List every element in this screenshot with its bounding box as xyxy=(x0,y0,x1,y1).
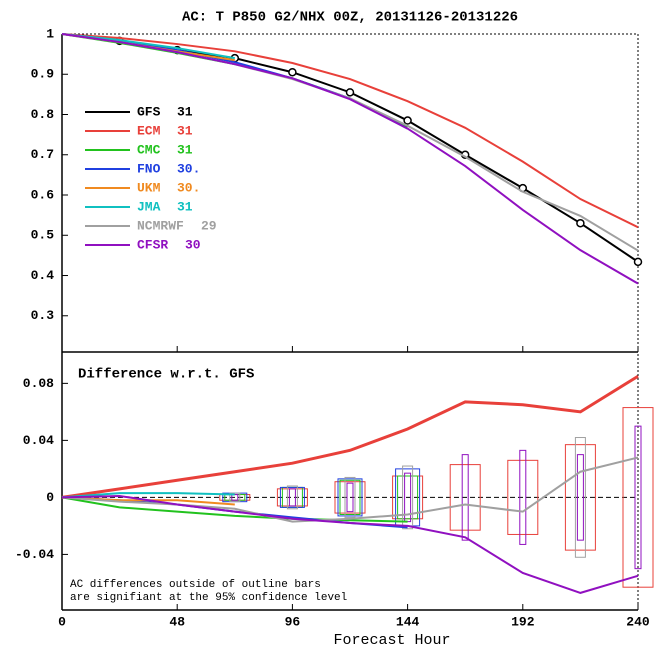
y-tick-label: 1 xyxy=(46,26,54,41)
legend-count: 31 xyxy=(177,123,193,138)
confidence-bar xyxy=(229,492,241,503)
legend-label: CFSR xyxy=(137,237,168,252)
confidence-bar xyxy=(574,437,586,558)
confidence-bar xyxy=(337,478,363,517)
confidence-bar xyxy=(288,488,296,507)
note: AC differences outside of outline bars xyxy=(70,579,321,591)
confidence-bar xyxy=(622,407,654,588)
confidence-bar xyxy=(397,475,419,520)
legend-label: GFS xyxy=(137,104,161,119)
series-line xyxy=(61,496,408,523)
y-tick-label: 0 xyxy=(46,490,54,505)
legend-label: JMA xyxy=(137,199,161,214)
legend-label: ECM xyxy=(137,123,161,138)
confidence-bar xyxy=(279,486,305,508)
point xyxy=(576,218,585,228)
series-line xyxy=(61,33,639,285)
point xyxy=(403,116,412,125)
legend-count: 30. xyxy=(177,180,200,195)
legend-count: 31 xyxy=(177,104,193,119)
y-tick-label: 0.04 xyxy=(23,433,54,448)
confidence-bar xyxy=(286,485,298,510)
y-tick-label: 0.9 xyxy=(31,67,55,82)
x-tick-label: 144 xyxy=(396,614,420,629)
chart-title: AC: T P850 G2/NHX 00Z, 20131126-20131226 xyxy=(182,10,518,26)
x-tick-label: 192 xyxy=(511,614,535,629)
confidence-bar xyxy=(461,454,469,541)
y-tick-label: 0.08 xyxy=(23,376,54,391)
series-line xyxy=(61,492,235,499)
point xyxy=(633,257,643,267)
series-line xyxy=(61,456,639,523)
legend-count: 31 xyxy=(177,142,193,157)
x-tick-label: 96 xyxy=(285,614,301,629)
legend-count: 30 xyxy=(185,237,201,252)
panel-label: Difference w.r.t. GFS xyxy=(78,367,254,383)
confidence-bar xyxy=(344,476,356,518)
point xyxy=(345,88,355,97)
legend-count: 29 xyxy=(201,218,217,233)
y-tick-label: 0.5 xyxy=(31,228,55,243)
legend-label: NCMRWF xyxy=(137,218,184,233)
confidence-bar xyxy=(519,449,527,545)
legend-label: FNO xyxy=(137,161,161,176)
point xyxy=(288,67,297,77)
series-line xyxy=(61,374,639,499)
confidence-bar xyxy=(334,481,366,514)
series-line xyxy=(61,33,639,229)
x-axis-title: Forecast Hour xyxy=(333,632,450,649)
confidence-bar xyxy=(449,464,481,531)
confidence-bar xyxy=(346,482,354,513)
legend-label: CMC xyxy=(137,142,161,157)
x-tick-label: 48 xyxy=(169,614,185,629)
y-tick-label: -0.04 xyxy=(15,547,54,562)
y-tick-label: 0.6 xyxy=(31,187,55,202)
x-tick-label: 240 xyxy=(626,614,650,629)
y-tick-label: 0.7 xyxy=(31,147,54,162)
confidence-bar xyxy=(402,465,414,530)
y-tick-label: 0.3 xyxy=(31,308,55,323)
legend-label: UKM xyxy=(137,180,161,195)
confidence-bar xyxy=(564,444,596,551)
confidence-bar xyxy=(634,425,642,570)
legend-count: 30. xyxy=(177,161,200,176)
confidence-bar xyxy=(507,459,539,535)
y-tick-label: 0.4 xyxy=(31,268,55,283)
note: are signifiant at the 95% confidence lev… xyxy=(70,592,347,604)
confidence-bar xyxy=(576,454,584,541)
confidence-bar xyxy=(339,479,361,515)
legend-count: 31 xyxy=(177,199,193,214)
series-line xyxy=(61,494,639,594)
y-tick-label: 0.8 xyxy=(31,107,55,122)
x-tick-label: 0 xyxy=(58,614,66,629)
